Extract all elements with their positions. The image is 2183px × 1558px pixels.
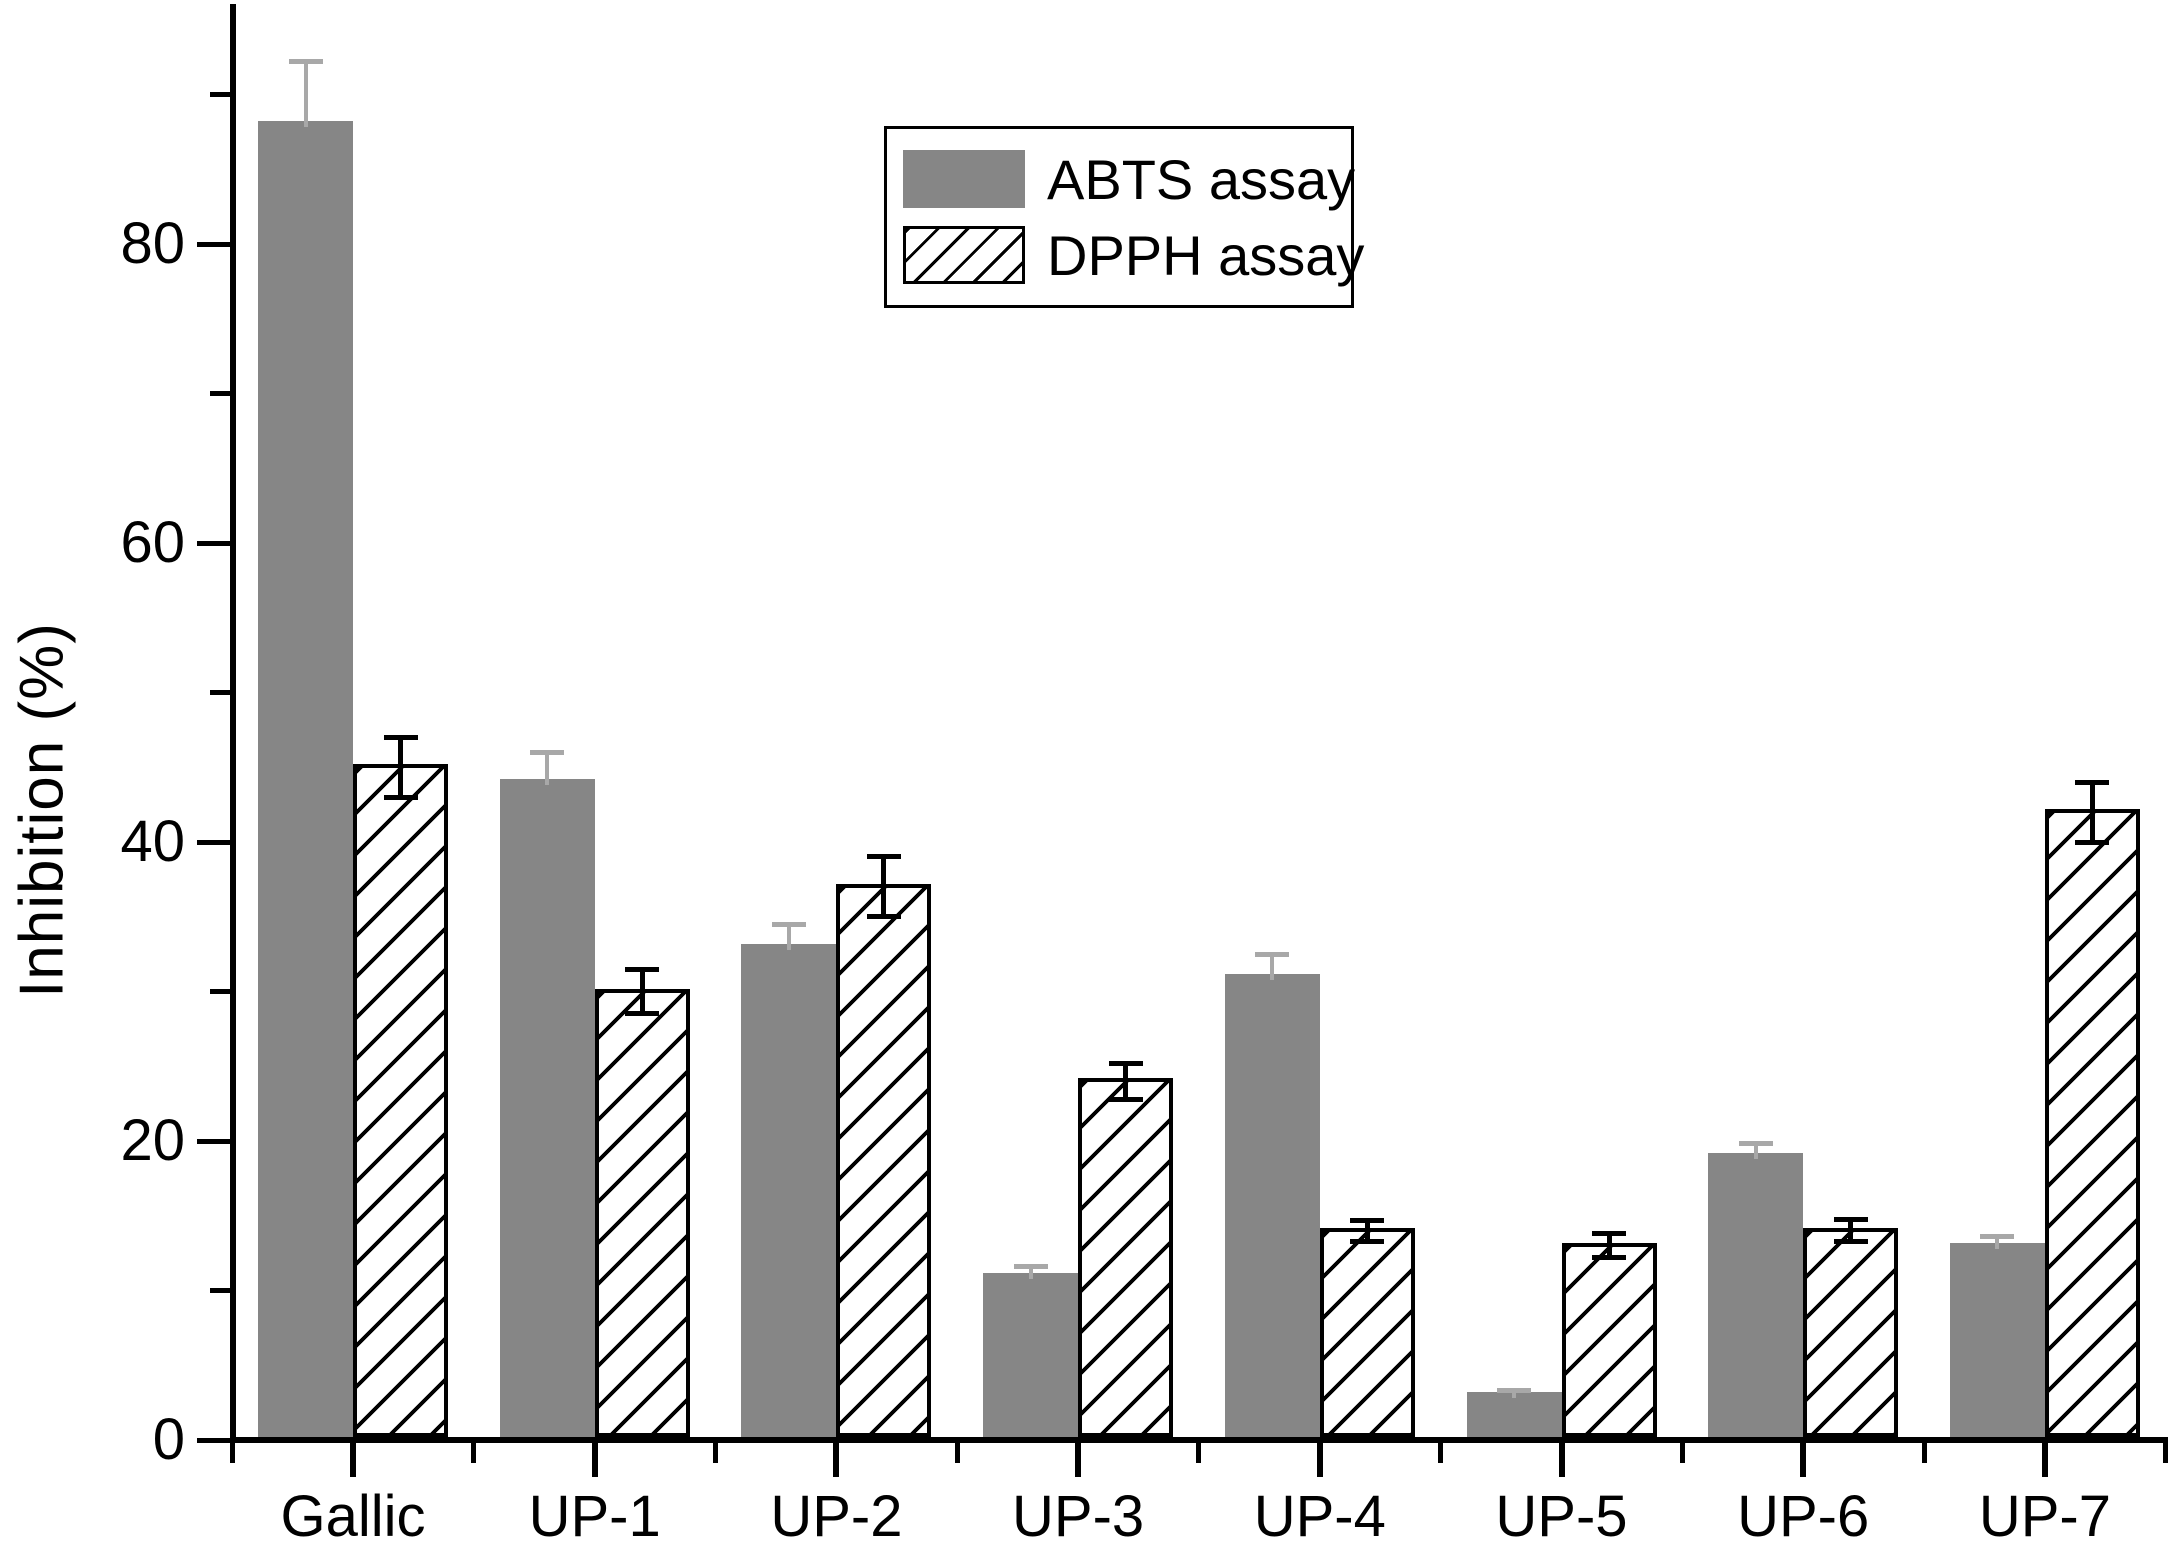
bar-abts-up-3 xyxy=(983,1272,1079,1437)
x-axis-minor-tick xyxy=(229,1443,235,1463)
x-axis-major-tick xyxy=(2041,1443,2048,1477)
x-category-label-up-4: UP-4 xyxy=(1253,1484,1386,1549)
error-bar-dpph-up-7 xyxy=(2089,782,2095,842)
error-bar-dpph-gallic xyxy=(398,737,403,798)
error-bar-dpph-up-1 xyxy=(625,1011,660,1017)
bar-dpph-up-5 xyxy=(1561,1242,1657,1437)
legend-label-abts: ABTS assay xyxy=(1047,147,1356,211)
error-bar-dpph-up-2 xyxy=(866,914,901,920)
error-bar-abts-up-3 xyxy=(1028,1266,1033,1279)
legend-label-dpph: DPPH assay xyxy=(1047,223,1365,287)
error-bar-dpph-up-4 xyxy=(1364,1220,1370,1242)
error-bar-dpph-up-1 xyxy=(639,969,645,1014)
legend-item-abts: ABTS assay xyxy=(903,147,1355,212)
legend: ABTS assay DPPH assay xyxy=(884,126,1364,308)
x-category-label-up-5: UP-5 xyxy=(1495,1484,1628,1549)
error-bar-abts-up-5 xyxy=(1512,1390,1516,1399)
y-axis-minor-tick xyxy=(210,391,230,396)
bar-abts-up-6 xyxy=(1708,1152,1804,1437)
error-bar-abts-up-2 xyxy=(786,924,791,950)
error-bar-dpph-up-6 xyxy=(1833,1239,1868,1245)
y-axis-minor-tick xyxy=(210,690,230,695)
x-category-label-up-1: UP-1 xyxy=(528,1484,661,1549)
y-tick-label-80: 80 xyxy=(120,211,185,276)
error-bar-dpph-up-5 xyxy=(1606,1233,1612,1258)
x-axis-minor-tick xyxy=(713,1443,719,1463)
x-axis-minor-tick xyxy=(1921,1443,1927,1463)
x-axis-major-tick xyxy=(833,1443,840,1477)
y-axis-major-tick xyxy=(197,839,230,845)
legend-swatch-dpph-hatched xyxy=(903,226,1025,284)
x-category-label-up-7: UP-7 xyxy=(1978,1484,2111,1549)
y-axis-minor-tick xyxy=(210,989,230,994)
error-bar-abts-up-7 xyxy=(1995,1236,2000,1249)
error-bar-dpph-up-3 xyxy=(1123,1063,1129,1100)
error-bar-dpph-up-6 xyxy=(1848,1219,1854,1242)
y-tick-label-60: 60 xyxy=(120,510,185,575)
bar-abts-up-1 xyxy=(499,779,595,1437)
y-axis-major-tick xyxy=(197,1138,230,1144)
x-axis-major-tick xyxy=(1316,1443,1323,1477)
x-axis-major-tick xyxy=(1075,1443,1082,1477)
error-bar-dpph-up-2 xyxy=(881,856,887,917)
error-bar-dpph-up-5 xyxy=(1592,1255,1626,1261)
error-bar-abts-up-4 xyxy=(1270,954,1275,980)
error-bar-abts-up-1 xyxy=(545,752,550,786)
x-axis-line xyxy=(230,1437,2168,1443)
bar-dpph-gallic xyxy=(353,764,448,1437)
x-category-label-up-2: UP-2 xyxy=(770,1484,903,1549)
x-axis-minor-tick xyxy=(2163,1443,2169,1463)
error-bar-dpph-gallic xyxy=(383,794,418,800)
x-axis-major-tick xyxy=(591,1443,598,1477)
bar-dpph-up-3 xyxy=(1078,1078,1174,1437)
legend-item-dpph: DPPH assay xyxy=(903,223,1364,288)
x-category-label-up-3: UP-3 xyxy=(1012,1484,1145,1549)
y-tick-label-20: 20 xyxy=(120,1108,185,1173)
y-tick-label-40: 40 xyxy=(120,809,185,874)
bar-abts-up-5 xyxy=(1466,1392,1562,1437)
y-axis-major-tick xyxy=(197,1437,230,1443)
error-bar-dpph-up-3 xyxy=(1108,1096,1143,1102)
x-axis-minor-tick xyxy=(1438,1443,1444,1463)
x-category-label-gallic: Gallic xyxy=(280,1484,426,1549)
legend-swatch-abts-solid xyxy=(903,150,1025,208)
bar-dpph-up-1 xyxy=(594,988,690,1437)
x-axis-major-tick xyxy=(1800,1443,1807,1477)
bar-abts-up-4 xyxy=(1224,973,1320,1437)
x-category-label-up-6: UP-6 xyxy=(1737,1484,1870,1549)
x-axis-major-tick xyxy=(1558,1443,1565,1477)
bar-dpph-up-4 xyxy=(1319,1227,1415,1437)
y-axis-minor-tick xyxy=(210,92,230,97)
y-axis-major-tick xyxy=(197,540,230,546)
y-axis-line xyxy=(230,4,236,1443)
y-axis-minor-tick xyxy=(210,1288,230,1293)
error-bar-dpph-up-7 xyxy=(2075,839,2110,845)
bar-dpph-up-2 xyxy=(836,883,932,1437)
y-axis-major-tick xyxy=(197,241,230,247)
x-axis-minor-tick xyxy=(1196,1443,1202,1463)
bar-abts-gallic xyxy=(258,121,353,1437)
bar-dpph-up-7 xyxy=(2044,809,2140,1437)
error-bar-abts-gallic xyxy=(303,61,308,128)
x-axis-minor-tick xyxy=(471,1443,477,1463)
x-axis-minor-tick xyxy=(954,1443,960,1463)
x-axis-major-tick xyxy=(350,1443,356,1477)
bar-abts-up-7 xyxy=(1949,1242,2045,1437)
bar-abts-up-2 xyxy=(741,943,837,1437)
error-bar-abts-up-6 xyxy=(1753,1143,1758,1159)
y-tick-label-0: 0 xyxy=(152,1407,185,1472)
x-axis-minor-tick xyxy=(1679,1443,1685,1463)
error-bar-dpph-up-4 xyxy=(1350,1238,1385,1244)
bar-dpph-up-6 xyxy=(1803,1227,1899,1437)
